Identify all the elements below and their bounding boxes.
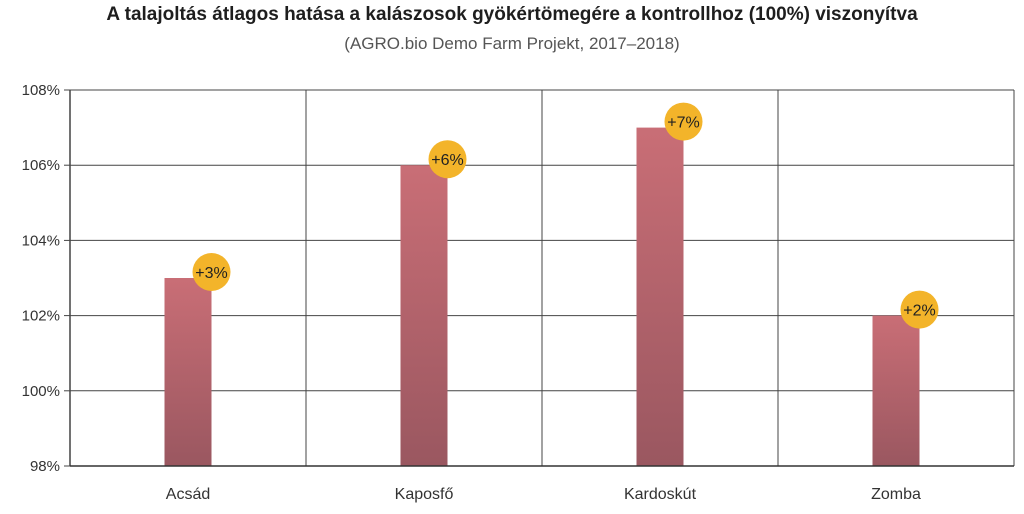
- bar: [400, 165, 448, 466]
- axes: 98% 100% 102% 104% 106% 108% Acsád Kaposfő Kardo…: [22, 82, 1014, 503]
- y-tick-label: 98%: [30, 458, 60, 475]
- x-tick-label: Kardoskút: [624, 486, 697, 503]
- y-tick-label: 100%: [22, 383, 60, 400]
- data-label: +6%: [431, 152, 463, 169]
- data-labels: +3% +6% +7% +2%: [192, 102, 939, 329]
- data-label-badge: [428, 140, 467, 179]
- y-tick-label: 106%: [22, 157, 60, 174]
- bar: [872, 315, 920, 466]
- data-label: +2%: [903, 303, 935, 320]
- data-label: +7%: [667, 115, 699, 132]
- x-tick-label: Kaposfő: [395, 486, 454, 503]
- x-tick-label: Zomba: [871, 486, 921, 503]
- y-tick-label: 104%: [22, 232, 60, 249]
- y-tick-label: 102%: [22, 308, 60, 325]
- grid-lines: [69, 89, 1015, 467]
- data-label: +3%: [195, 265, 227, 282]
- bars: [164, 127, 920, 466]
- chart-title: A talajoltás átlagos hatása a kalászosok…: [106, 4, 918, 25]
- x-tick-label: Acsád: [166, 486, 210, 503]
- bar: [636, 127, 684, 466]
- chart-subtitle: (AGRO.bio Demo Farm Projekt, 2017–2018): [344, 34, 680, 53]
- bar: [164, 278, 212, 466]
- data-label-badge: [192, 253, 231, 291]
- data-label-badge: [900, 290, 939, 329]
- data-label-badge: [664, 102, 703, 141]
- y-tick-label: 108%: [22, 82, 60, 99]
